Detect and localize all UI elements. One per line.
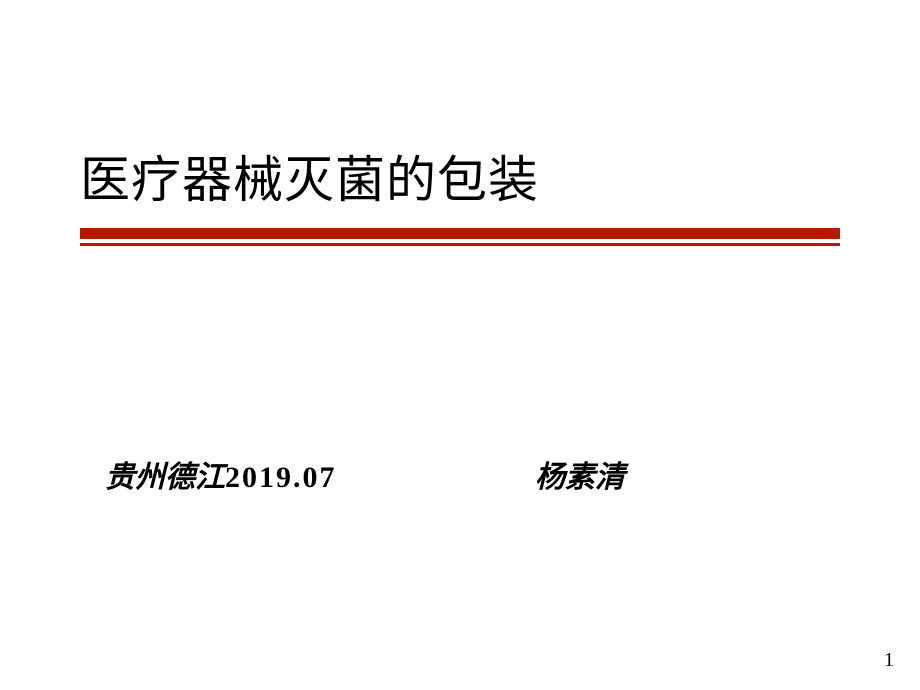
title-divider [80,228,840,246]
date-text: 2019.07 [225,461,337,494]
subtitle-row: 贵州德江2019.07 杨素清 [105,452,825,496]
page-number: 1 [884,649,894,672]
author-text: 杨素清 [535,452,625,496]
location-text: 贵州德江 [105,461,225,494]
divider-bar-thick [80,228,840,239]
slide-container: 医疗器械灭菌的包装 贵州德江2019.07 杨素清 1 [0,0,920,690]
divider-bar-thin [80,243,840,246]
slide-title: 医疗器械灭菌的包装 [80,140,539,212]
